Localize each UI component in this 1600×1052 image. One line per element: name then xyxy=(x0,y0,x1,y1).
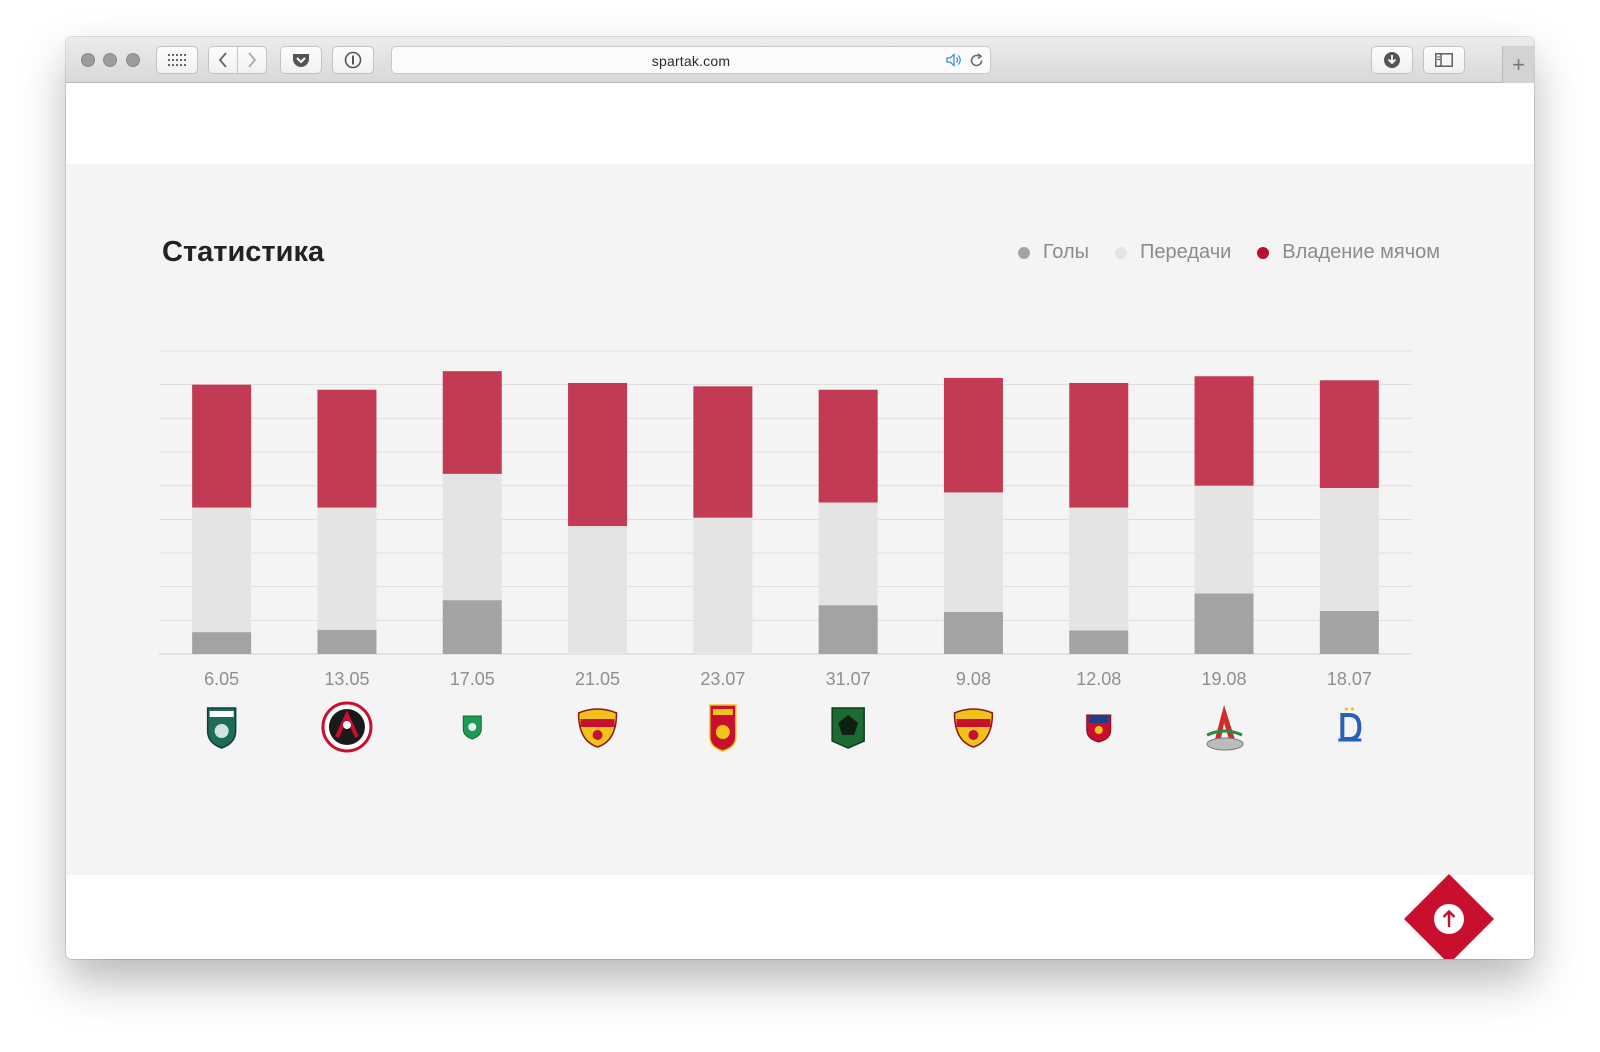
bar-segment-passes[interactable] xyxy=(317,507,377,630)
stacked-bar-chart: 6.05 13.05 17.05 21.05 23.07 31.07 9.08 12.08 19… xyxy=(159,350,1412,753)
amkar-crest-icon[interactable] xyxy=(321,701,373,753)
sidebar-icon xyxy=(1435,53,1453,67)
bar-segment-passes[interactable] xyxy=(568,526,628,654)
new-tab-button[interactable]: + xyxy=(1502,46,1534,83)
bar-segment-possession[interactable] xyxy=(317,389,377,508)
x-tick-label: 13.05 xyxy=(324,669,369,689)
legend-label: Голы xyxy=(1042,241,1090,263)
dynamo-crest-icon[interactable] xyxy=(1338,707,1362,742)
bar-segment-goals[interactable] xyxy=(1069,630,1129,654)
back-button[interactable] xyxy=(208,46,238,74)
cska-crest-icon[interactable] xyxy=(1086,714,1112,743)
close-window-button[interactable] xyxy=(81,53,95,67)
x-tick-label: 12.08 xyxy=(1076,669,1121,689)
x-tick-label: 19.08 xyxy=(1202,669,1247,689)
grid-icon xyxy=(168,54,186,66)
browser-toolbar: spartak.com + xyxy=(66,37,1534,83)
browser-window: spartak.com + Статистика Го xyxy=(66,37,1534,959)
x-tick-label: 21.05 xyxy=(575,669,620,689)
legend-label: Владение мячом xyxy=(1282,241,1440,263)
forward-button[interactable] xyxy=(237,46,267,74)
minimize-window-button[interactable] xyxy=(103,53,117,67)
info-icon xyxy=(344,51,362,69)
bar-segment-possession[interactable] xyxy=(1069,382,1129,508)
bar-segment-possession[interactable] xyxy=(693,386,753,518)
scroll-to-top-button[interactable] xyxy=(1400,870,1498,959)
legend-label: Передачи xyxy=(1140,241,1232,263)
page-content: Статистика Голы Передачи Владение мячом … xyxy=(66,83,1534,959)
arsenal-crest-icon[interactable] xyxy=(953,708,994,748)
plus-icon: + xyxy=(1512,51,1525,77)
x-tick-label: 9.08 xyxy=(956,669,991,689)
chevron-right-icon xyxy=(248,52,257,68)
reader-info-button[interactable] xyxy=(332,46,374,74)
bar-segment-passes[interactable] xyxy=(1069,507,1129,631)
download-icon xyxy=(1384,52,1400,68)
reload-icon[interactable] xyxy=(969,53,984,68)
url-text: spartak.com xyxy=(651,53,731,69)
bar-segment-goals[interactable] xyxy=(1194,593,1254,654)
x-tick-label: 31.07 xyxy=(826,669,871,689)
bar-segment-possession[interactable] xyxy=(1194,376,1254,486)
address-bar[interactable]: spartak.com xyxy=(391,46,991,74)
sidebar-toggle-button[interactable] xyxy=(1423,46,1465,74)
section-title: Статистика xyxy=(162,236,325,268)
x-tick-label: 23.07 xyxy=(700,669,745,689)
zoom-window-button[interactable] xyxy=(126,53,140,67)
krasnodar-crest-icon[interactable] xyxy=(831,707,865,749)
arsenal-crest-icon[interactable] xyxy=(577,708,618,748)
bar-segment-goals[interactable] xyxy=(442,600,502,654)
x-tick-label: 17.05 xyxy=(450,669,495,689)
ufa-crest-icon[interactable] xyxy=(709,704,737,752)
bar-segment-possession[interactable] xyxy=(442,371,502,474)
bar-segment-passes[interactable] xyxy=(442,473,502,601)
x-tick-label: 18.07 xyxy=(1327,669,1372,689)
statistics-section: Статистика Голы Передачи Владение мячом … xyxy=(66,164,1534,875)
chart-legend: Голы Передачи Владение мячом xyxy=(1017,241,1440,264)
bar-segment-goals[interactable] xyxy=(818,605,878,654)
bar-segment-goals[interactable] xyxy=(317,629,377,654)
bar-segment-possession[interactable] xyxy=(818,389,878,503)
lokomotiv-crest-icon[interactable] xyxy=(1206,705,1244,751)
bar-segment-passes[interactable] xyxy=(818,502,878,606)
downloads-button[interactable] xyxy=(1371,46,1413,74)
bar-segment-passes[interactable] xyxy=(943,492,1003,612)
bar-segment-passes[interactable] xyxy=(693,517,753,654)
bar-segment-possession[interactable] xyxy=(192,384,252,508)
pocket-button[interactable] xyxy=(280,46,322,74)
tab-overview-button[interactable] xyxy=(156,46,198,74)
audio-speaker-icon[interactable] xyxy=(946,53,964,67)
tom-crest-icon[interactable] xyxy=(206,707,237,749)
legend-dot-passes xyxy=(1115,246,1128,259)
legend-dot-possession xyxy=(1257,246,1270,259)
legend-item-passes[interactable]: Передачи xyxy=(1115,241,1231,264)
legend-item-possession[interactable]: Владение мячом xyxy=(1257,241,1440,264)
bar-segment-goals[interactable] xyxy=(192,632,252,654)
bar-segment-passes[interactable] xyxy=(192,507,252,633)
x-tick-label: 6.05 xyxy=(204,669,239,689)
bar-segment-passes[interactable] xyxy=(1194,485,1254,594)
legend-item-goals[interactable]: Голы xyxy=(1017,241,1090,264)
legend-dot-goals xyxy=(1017,246,1030,259)
bar-segment-goals[interactable] xyxy=(1319,610,1379,654)
chevron-left-icon xyxy=(218,52,227,68)
bar-segment-goals[interactable] xyxy=(943,611,1003,654)
bar-segment-possession[interactable] xyxy=(568,382,628,527)
pocket-icon xyxy=(293,54,309,67)
bar-segment-passes[interactable] xyxy=(1319,488,1379,611)
bar-segment-possession[interactable] xyxy=(943,377,1003,493)
akhmat-crest-icon[interactable] xyxy=(462,715,482,740)
bar-segment-possession[interactable] xyxy=(1319,380,1379,489)
